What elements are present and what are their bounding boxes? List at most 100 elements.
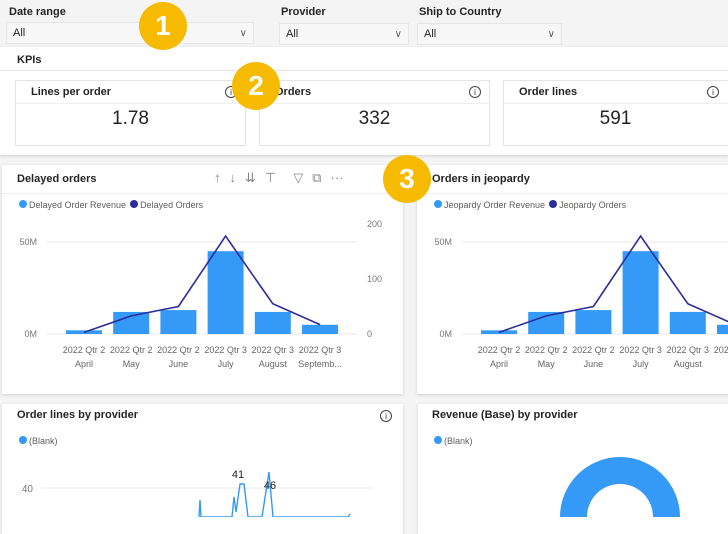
x-tick-label: 2022 Qtr 3 [299, 345, 342, 355]
bar [113, 311, 150, 334]
kpi-label: Orders [275, 86, 312, 98]
kpi-card-lines-per-order: Lines per order i 1.78 [15, 80, 246, 146]
legend-item[interactable]: Jeopardy Orders [549, 200, 626, 210]
expand-all-icon[interactable]: ⇊ [245, 170, 256, 185]
x-tick-label: 2022 Qtr 2 [525, 345, 568, 355]
x-tick-label: 2022 Qtr 2 [572, 345, 615, 355]
bar [302, 324, 338, 334]
info-icon[interactable]: i [469, 86, 481, 98]
legend-item[interactable]: Jeopardy Order Revenue [434, 200, 545, 210]
x-tick-label: July [633, 359, 650, 369]
info-icon[interactable]: i [380, 410, 392, 422]
y2-tick-label: 200 [367, 219, 382, 229]
bar [575, 310, 612, 334]
donut-slice [560, 457, 680, 517]
chart-legend: (Blank) [19, 436, 58, 446]
drill-down-icon[interactable]: ⊤ [264, 170, 277, 185]
legend-item[interactable]: (Blank) [19, 436, 58, 446]
x-tick-label: June [169, 359, 189, 369]
legend-item[interactable]: Delayed Order Revenue [19, 200, 126, 210]
sort-descending-icon[interactable]: ↓ [229, 170, 237, 185]
kpi-panel: KPIs Lines per order i 1.78 Orders i 332 O… [0, 47, 728, 155]
bar [622, 251, 659, 334]
step-badge-3: 3 [383, 155, 431, 203]
chevron-down-icon: ∨ [547, 28, 555, 40]
sort-ascending-icon[interactable]: ↑ [214, 170, 221, 185]
chevron-down-icon: ∨ [394, 28, 402, 40]
y-tick-label: 50M [19, 237, 37, 247]
line-series [498, 234, 728, 334]
x-tick-label: 2022 Qtr 3 [714, 345, 728, 355]
ship-to-country-value: All [424, 28, 437, 40]
legend-item[interactable]: Delayed Orders [130, 200, 203, 210]
provider-dropdown[interactable]: All ∨ [279, 23, 409, 45]
x-tick-label: Septemb... [298, 359, 342, 369]
x-tick-label: June [584, 359, 604, 369]
step-badge-1: 1 [139, 2, 187, 50]
bar [160, 310, 197, 334]
bar [717, 324, 728, 334]
y2-tick-label: 0 [367, 329, 372, 339]
order-lines-by-provider-panel: Order lines by provider i (Blank) [2, 404, 403, 534]
y-tick-label: 0M [439, 329, 452, 339]
chart-title: Order lines by provider [17, 409, 139, 421]
chart-legend: (Blank) [434, 436, 473, 446]
more-options-icon[interactable]: ··· [330, 170, 344, 185]
y-tick-label: 50M [434, 237, 452, 247]
ship-to-country-dropdown[interactable]: All ∨ [417, 23, 562, 45]
delayed-orders-panel: Delayed orders ↑ ↓ ⇊ ⊤ ▽ ⧉ ··· Delayed O… [2, 165, 403, 394]
x-tick-label: July [218, 359, 235, 369]
x-tick-label: August [674, 359, 703, 369]
x-tick-label: 2022 Qtr 3 [204, 345, 247, 355]
kpi-value: 1.78 [112, 108, 149, 129]
info-icon[interactable]: i [707, 86, 719, 98]
bar [207, 251, 244, 334]
charts-layer: 0M 50M 0 100 200 2022 Qtr 2 April 2022 Qtr 2 May… [19, 219, 728, 517]
x-tick-label: May [123, 359, 141, 369]
kpi-title: KPIs [17, 54, 42, 66]
divider [417, 193, 728, 194]
x-tick-label: 2022 Qtr 2 [110, 345, 153, 355]
x-tick-label: May [538, 359, 556, 369]
filter-label-ship-to-country: Ship to Country [419, 6, 502, 18]
visual-toolbar: ↑ ↓ ⇊ ⊤ ▽ ⧉ ··· [214, 170, 344, 186]
chart-legend: Delayed Order Revenue Delayed Orders [19, 200, 203, 210]
x-tick-label: 2022 Qtr 3 [619, 345, 662, 355]
x-tick-label: April [75, 359, 93, 369]
chart-title: Orders in jeopardy [432, 173, 530, 185]
x-tick-label: 2022 Qtr 3 [667, 345, 710, 355]
x-tick-label: 2022 Qtr 2 [157, 345, 200, 355]
divider [2, 193, 403, 194]
y-tick-label: 40 [22, 484, 34, 495]
date-range-dropdown[interactable]: All ∨ [6, 22, 254, 44]
bar [254, 311, 291, 334]
x-tick-label: 2022 Qtr 3 [252, 345, 295, 355]
kpi-value: 332 [358, 108, 391, 129]
kpi-card-order-lines: Order lines i 591 [503, 80, 728, 146]
orders-in-jeopardy-panel: Orders in jeopardy Jeopardy Order Revenu… [417, 165, 728, 394]
data-label: 41 [232, 469, 244, 481]
x-tick-label: August [259, 359, 288, 369]
x-tick-label: 2022 Qtr 2 [63, 345, 106, 355]
x-tick-label: 2022 Qtr 2 [478, 345, 521, 355]
kpi-label: Order lines [519, 86, 578, 98]
bar [669, 311, 706, 334]
y2-tick-label: 100 [367, 274, 382, 284]
chevron-down-icon: ∨ [239, 27, 247, 39]
filter-icon[interactable]: ▽ [293, 170, 304, 185]
x-tick-label: April [490, 359, 508, 369]
chart-legend: Jeopardy Order Revenue Jeopardy Orders [434, 200, 626, 210]
divider [0, 70, 728, 71]
chart-title: Revenue (Base) by provider [432, 409, 578, 421]
line-series [83, 234, 321, 334]
line-series [198, 471, 351, 517]
chart-title: Delayed orders [17, 173, 97, 185]
step-badge-2: 2 [232, 62, 280, 110]
legend-item[interactable]: (Blank) [434, 436, 473, 446]
data-label: 46 [264, 480, 276, 492]
focus-mode-icon[interactable]: ⧉ [312, 170, 322, 185]
bar [528, 311, 565, 334]
filter-label-provider: Provider [281, 6, 326, 18]
kpi-label: Lines per order [31, 86, 112, 98]
provider-value: All [286, 28, 299, 40]
